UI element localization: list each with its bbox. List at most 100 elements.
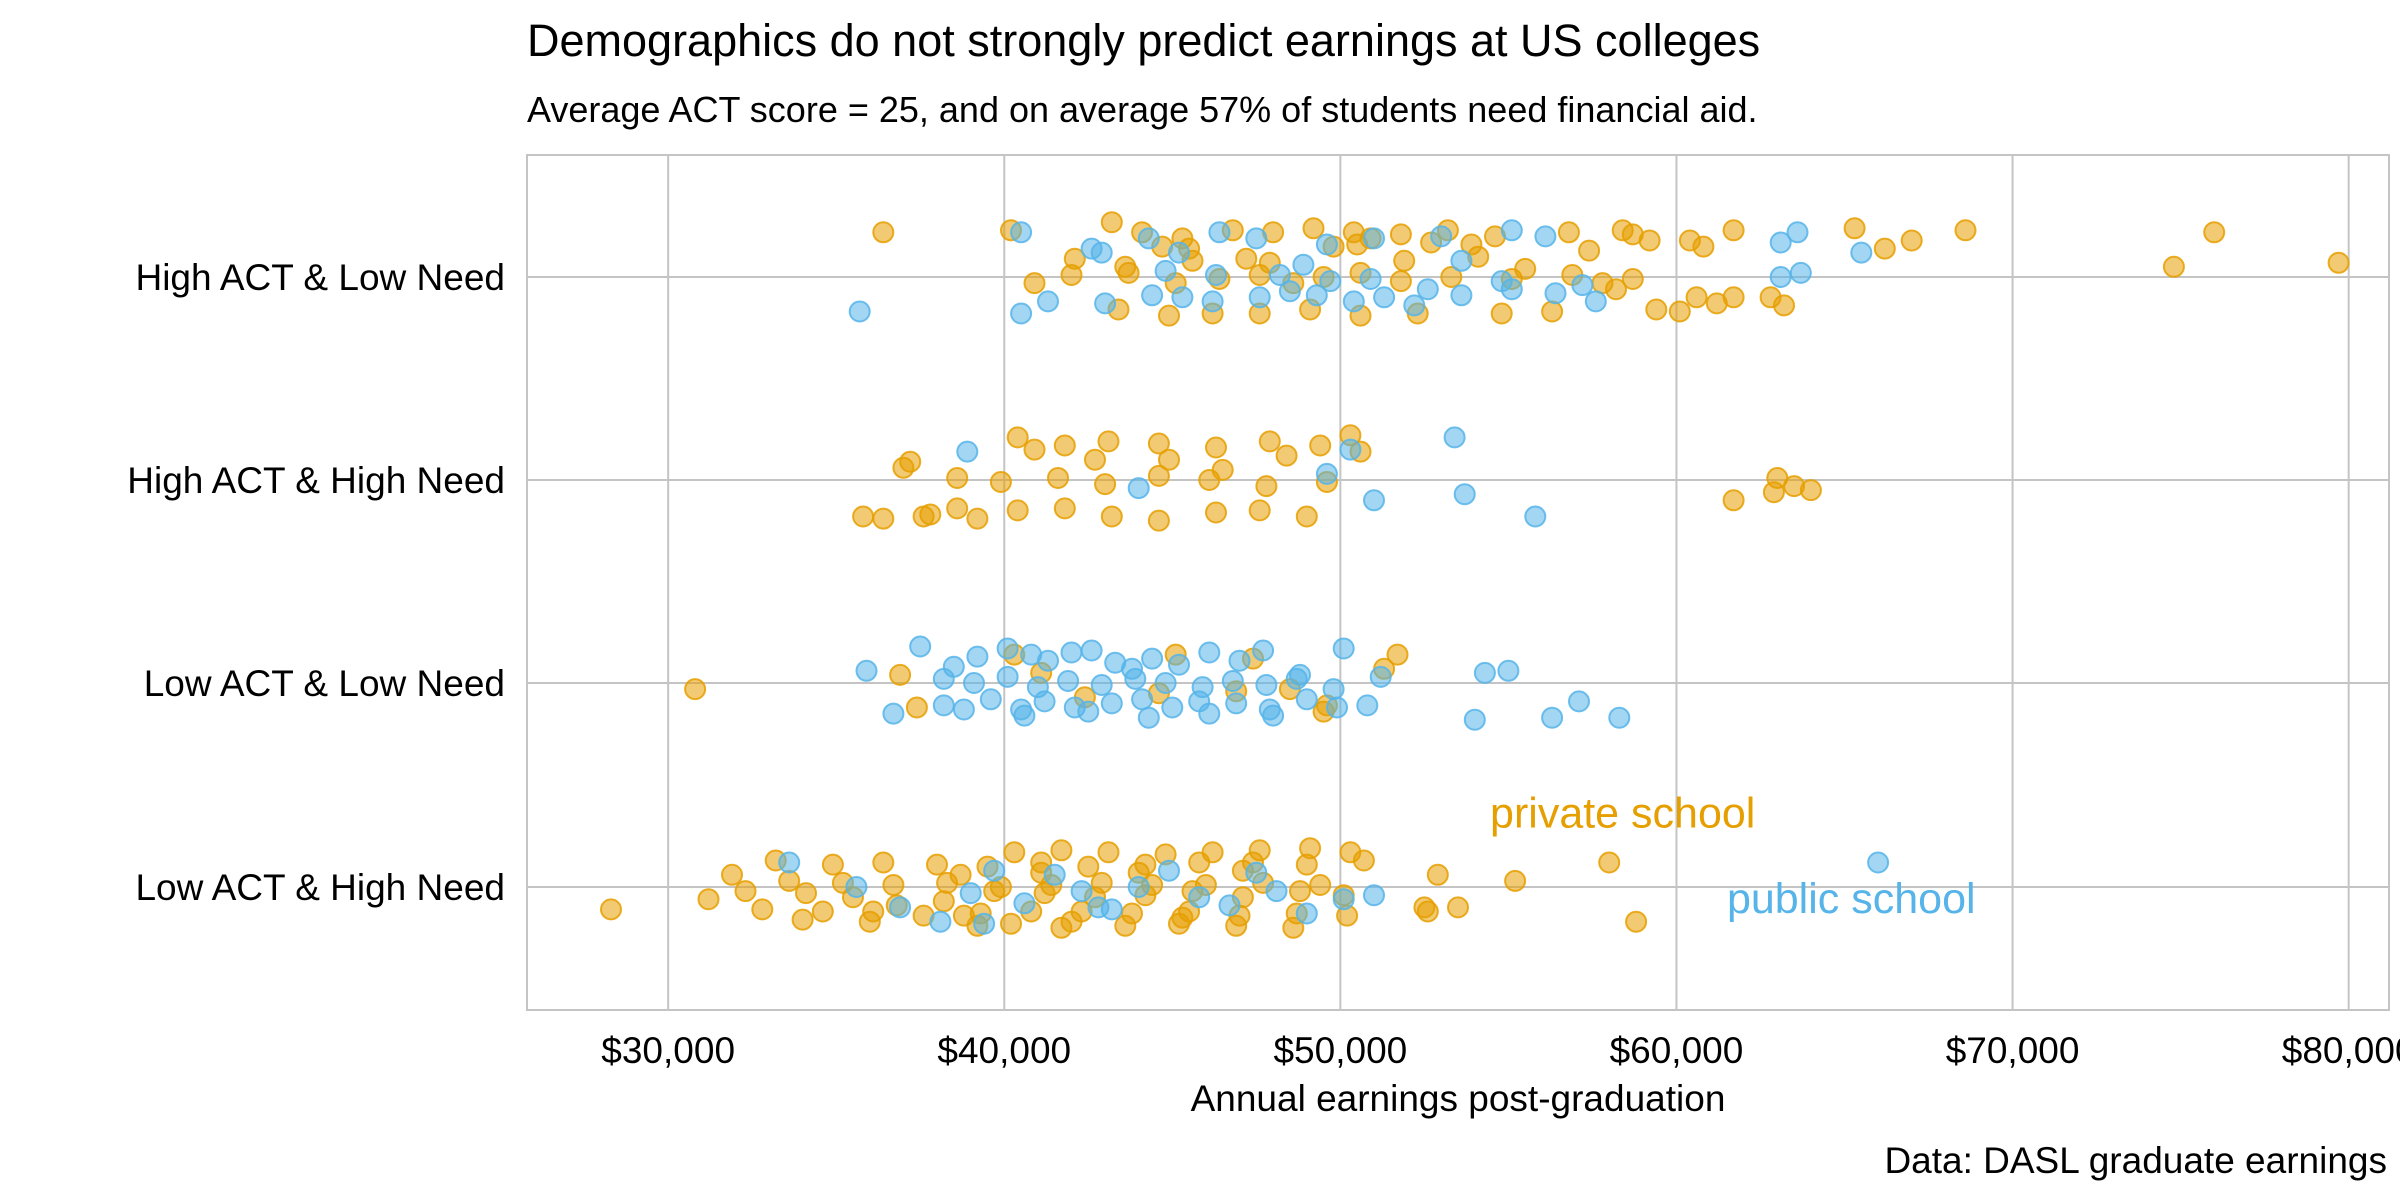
public-school-point bbox=[848, 300, 871, 323]
public-school-point bbox=[1154, 672, 1177, 694]
public-school-point bbox=[932, 694, 955, 717]
public-school-point bbox=[1013, 704, 1036, 727]
private-school-point bbox=[1147, 432, 1170, 455]
public-school-point bbox=[1342, 290, 1365, 313]
private-school-point bbox=[1722, 489, 1745, 512]
public-school-point bbox=[1100, 692, 1123, 715]
public-school-point bbox=[1571, 274, 1594, 297]
public-school-point bbox=[1154, 259, 1177, 282]
private-school-point bbox=[1114, 914, 1137, 937]
private-school-point bbox=[1722, 219, 1745, 242]
public-school-point bbox=[959, 882, 982, 905]
public-school-point bbox=[889, 896, 912, 919]
public-school-point bbox=[952, 698, 975, 721]
private-school-point bbox=[1282, 916, 1305, 939]
private-school-point bbox=[1873, 237, 1896, 260]
public-school-point bbox=[1867, 851, 1890, 874]
private-school-point bbox=[1205, 436, 1227, 459]
annotations: private school public school bbox=[1490, 790, 1976, 924]
private-school-point bbox=[1621, 268, 1644, 290]
private-school-point bbox=[1063, 247, 1086, 270]
private-school-point bbox=[1006, 426, 1029, 449]
private-school-point bbox=[821, 853, 844, 876]
private-school-point bbox=[751, 898, 774, 921]
private-school-point bbox=[1557, 221, 1580, 244]
private-school-point bbox=[1053, 497, 1076, 520]
x-tick-label: $30,000 bbox=[601, 1030, 735, 1071]
private-school-point bbox=[1003, 841, 1026, 864]
public-school-point bbox=[1490, 270, 1513, 293]
public-school-point bbox=[1141, 647, 1164, 670]
public-school-point bbox=[1769, 266, 1792, 288]
public-school-point bbox=[1218, 894, 1241, 917]
public-school-point bbox=[1094, 292, 1117, 315]
public-school-point bbox=[1248, 286, 1271, 309]
public-school-point bbox=[1363, 489, 1385, 512]
private-school-point bbox=[946, 497, 969, 520]
public-school-point bbox=[929, 910, 952, 933]
public-school-point bbox=[1060, 641, 1083, 664]
public-school-point bbox=[1245, 861, 1268, 884]
public-school-point bbox=[1463, 708, 1486, 731]
public-school-point bbox=[1255, 674, 1278, 696]
private-school-point bbox=[1211, 458, 1234, 481]
y-axis: High ACT & Low Need High ACT & High Need L… bbox=[127, 257, 505, 908]
public-school-point bbox=[1161, 696, 1184, 719]
x-tick-label: $40,000 bbox=[937, 1030, 1071, 1071]
private-school-point bbox=[1205, 501, 1227, 524]
public-school-point bbox=[983, 859, 1006, 882]
private-school-point bbox=[1097, 841, 1120, 864]
public-school-point bbox=[1137, 706, 1160, 729]
public-school-point bbox=[1026, 676, 1049, 699]
private-school-point bbox=[721, 863, 743, 886]
plot-panel bbox=[526, 154, 2390, 1011]
public-school-point bbox=[1168, 241, 1190, 264]
private-school-point bbox=[1645, 298, 1668, 321]
private-school-point bbox=[989, 471, 1012, 493]
chart-subtitle: Average ACT score = 25, and on average 5… bbox=[527, 89, 1758, 130]
private-school-point bbox=[1668, 300, 1691, 323]
x-tick-label: $70,000 bbox=[1946, 1030, 2080, 1071]
private-school-point bbox=[1416, 900, 1439, 923]
public-school-point bbox=[1010, 221, 1033, 244]
public-school-point bbox=[1568, 690, 1590, 713]
public-school-point bbox=[1043, 863, 1066, 886]
public-school-point bbox=[882, 702, 905, 725]
private-school-point bbox=[1084, 448, 1106, 471]
public-school-point bbox=[1332, 637, 1355, 660]
private-school-point bbox=[1097, 430, 1120, 453]
private-school-point bbox=[1100, 211, 1123, 234]
public-school-point bbox=[1205, 264, 1227, 286]
public-school-point bbox=[1541, 706, 1564, 729]
x-tick-label: $50,000 bbox=[1273, 1030, 1407, 1071]
public-school-point bbox=[1450, 249, 1473, 272]
public-school-point bbox=[1332, 888, 1355, 911]
private-school-point bbox=[1766, 467, 1789, 489]
public-school-point bbox=[1584, 290, 1607, 313]
public-school-point bbox=[1500, 219, 1523, 242]
private-school-point bbox=[734, 880, 757, 903]
private-school-point bbox=[892, 456, 915, 479]
public-school-point bbox=[1453, 483, 1476, 506]
public-school-point bbox=[1363, 227, 1385, 250]
private-school-point bbox=[852, 505, 875, 528]
public-school-point bbox=[1198, 641, 1221, 664]
private-school-point bbox=[1147, 509, 1170, 532]
private-school-point bbox=[1114, 255, 1137, 278]
public-school-point bbox=[1225, 692, 1248, 715]
private-school-point bbox=[1258, 430, 1281, 453]
private-school-point bbox=[1201, 841, 1224, 864]
private-school-point bbox=[946, 467, 969, 489]
public-school-point bbox=[1158, 859, 1180, 882]
private-school-point bbox=[1389, 223, 1412, 246]
private-school-point bbox=[1077, 855, 1100, 878]
public-school-point bbox=[1326, 696, 1348, 719]
public-school-point bbox=[1268, 264, 1291, 286]
private-school-point bbox=[1490, 302, 1513, 325]
public-school-point bbox=[1430, 225, 1453, 248]
private-school-point bbox=[1504, 869, 1527, 892]
public-school-point bbox=[1369, 665, 1392, 688]
private-school-point bbox=[1023, 272, 1046, 295]
private-school-point bbox=[889, 663, 912, 686]
public-school-point bbox=[1295, 902, 1318, 925]
